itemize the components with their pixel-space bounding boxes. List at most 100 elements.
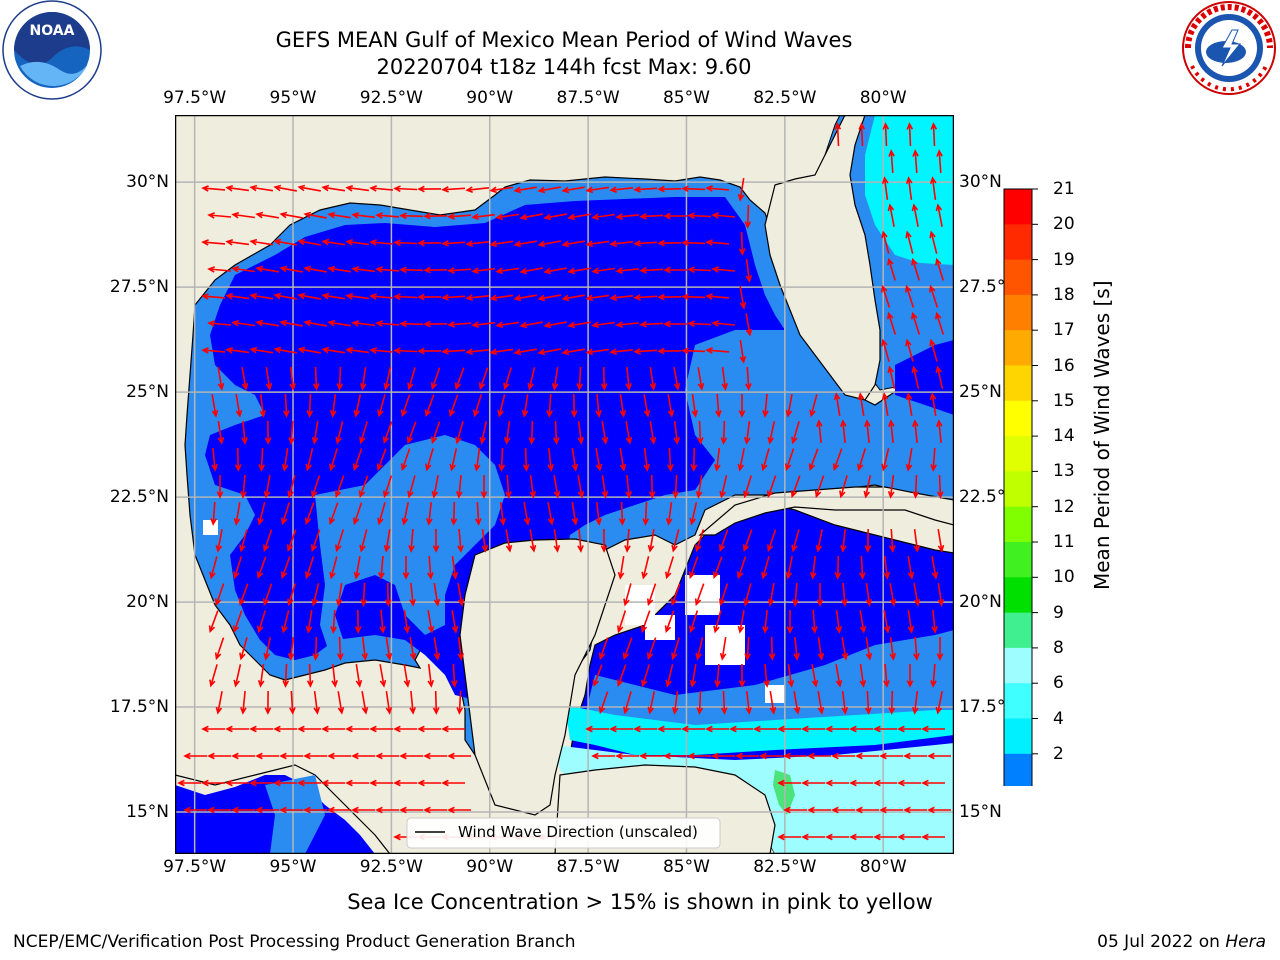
wave-direction-arrow (863, 475, 872, 499)
wave-direction-arrow (694, 583, 705, 607)
wave-direction-arrow (911, 257, 920, 281)
wave-direction-arrow (287, 583, 296, 607)
lon-tick-label-bottom: 80°W (859, 857, 907, 877)
wave-direction-arrow (345, 238, 370, 246)
wave-direction-arrow (585, 294, 610, 302)
wave-direction-arrow (625, 421, 633, 445)
wave-direction-arrow (927, 806, 951, 814)
wave-direction-arrow (657, 185, 682, 193)
wave-direction-arrow (423, 266, 448, 274)
wave-direction-arrow (376, 448, 387, 472)
wave-direction-arrow (330, 609, 337, 634)
wave-direction-arrow (889, 528, 896, 553)
wave-direction-arrow (255, 265, 280, 273)
wave-direction-arrow (791, 529, 800, 553)
lon-tick-label-bottom: 87.5°W (556, 857, 620, 877)
wave-direction-arrow (609, 725, 633, 733)
wave-direction-arrow (905, 176, 913, 201)
wave-direction-arrow (345, 292, 370, 300)
wave-direction-arrow (263, 475, 271, 499)
wave-direction-arrow (369, 725, 393, 733)
wave-direction-arrow (857, 448, 867, 472)
wave-direction-arrow (777, 779, 801, 787)
wave-direction-arrow (881, 448, 890, 472)
wave-direction-arrow (424, 394, 435, 418)
wave-direction-arrow (543, 267, 567, 275)
wave-direction-arrow (905, 230, 914, 254)
wave-direction-arrow (231, 752, 255, 760)
wave-direction-arrow (571, 447, 579, 472)
wave-direction-arrow (336, 636, 344, 661)
wave-direction-arrow (887, 365, 896, 389)
wave-direction-arrow (513, 294, 537, 302)
wave-direction-arrow (711, 752, 735, 760)
wave-direction-arrow (281, 610, 290, 634)
wave-direction-arrow (451, 555, 459, 580)
wave-direction-arrow (831, 752, 855, 760)
wave-direction-arrow (409, 637, 417, 661)
wave-direction-arrow (334, 475, 345, 499)
wave-direction-arrow (807, 752, 831, 760)
wave-direction-arrow (217, 366, 225, 391)
colorbar-segment (1004, 647, 1032, 684)
wave-direction-arrow (705, 185, 730, 192)
wave-direction-arrow (889, 583, 897, 607)
wave-direction-arrow (905, 338, 914, 362)
wave-direction-arrow (695, 474, 703, 499)
wave-direction-arrow (739, 339, 747, 364)
wave-direction-arrow (457, 583, 465, 607)
footer-credit: NCEP/EMC/Verification Post Processing Pr… (13, 932, 576, 952)
wave-direction-arrow (616, 664, 627, 688)
wave-direction-arrow (664, 610, 675, 633)
wave-direction-arrow (737, 177, 745, 202)
wave-direction-arrow (633, 240, 658, 247)
wave-direction-arrow (537, 348, 561, 356)
wave-direction-arrow (793, 637, 800, 661)
wave-direction-arrow (537, 240, 561, 248)
wave-direction-arrow (393, 185, 418, 193)
wave-direction-arrow (537, 294, 561, 302)
wave-direction-arrow (619, 447, 627, 472)
wave-direction-arrow (600, 528, 608, 553)
wave-direction-arrow (834, 122, 842, 147)
wave-direction-arrow (601, 420, 609, 445)
wave-direction-arrow (209, 664, 218, 688)
wave-direction-arrow (712, 556, 723, 580)
wave-direction-arrow (297, 292, 321, 300)
wave-direction-arrow (495, 321, 520, 329)
wave-direction-arrow (648, 474, 656, 499)
wave-direction-arrow (864, 419, 871, 443)
wave-direction-arrow (640, 610, 651, 634)
wave-direction-arrow (383, 529, 391, 553)
lon-tick-label-bottom: 82.5°W (753, 857, 817, 877)
wave-direction-arrow (718, 529, 729, 553)
wave-direction-arrow (881, 392, 889, 417)
wave-direction-arrow (399, 212, 424, 220)
wave-direction-arrow (519, 213, 543, 221)
wave-direction-arrow (615, 752, 639, 760)
gulf-of-mexico-map: Wind Wave Direction (unscaled) (175, 115, 954, 854)
wave-direction-arrow (615, 321, 639, 328)
wave-direction-arrow (912, 149, 919, 174)
wave-direction-arrow (327, 319, 352, 327)
wave-direction-arrow (393, 293, 418, 301)
wave-direction-arrow (263, 637, 272, 661)
lat-tick-label-right: 27.5°N (959, 277, 1019, 298)
wave-direction-arrow (256, 556, 267, 579)
wave-direction-arrow (577, 528, 584, 553)
wave-direction-arrow (743, 583, 752, 607)
wave-direction-arrow (769, 690, 777, 715)
lat-tick-label-left: 25°N (126, 382, 169, 403)
wave-direction-arrow (641, 664, 651, 688)
wave-direction-arrow (310, 529, 321, 553)
wave-direction-arrow (406, 421, 417, 445)
wave-direction-arrow (465, 186, 489, 193)
wave-direction-arrow (313, 690, 321, 715)
wave-direction-arrow (273, 725, 297, 733)
wave-direction-arrow (761, 556, 770, 580)
wave-direction-arrow (297, 238, 321, 246)
wave-direction-arrow (255, 319, 280, 327)
wave-direction-arrow (377, 502, 386, 526)
wave-direction-arrow (214, 637, 225, 661)
wave-direction-arrow (641, 556, 650, 580)
